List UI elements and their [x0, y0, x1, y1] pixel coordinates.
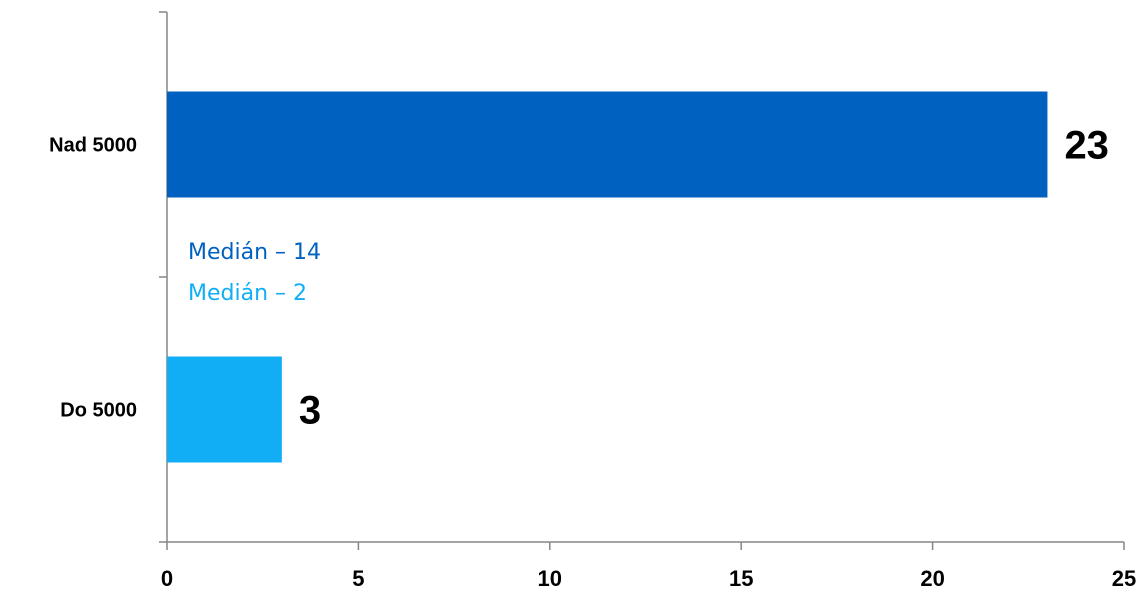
category-label: Nad 5000: [49, 135, 137, 157]
category-label: Do 5000: [60, 400, 137, 422]
axes: 0 5 10 15 20 25: [159, 11, 1136, 591]
median-annotation-nad-5000: Medián – 14: [188, 240, 321, 265]
bars: [167, 91, 1048, 463]
median-annotation-do-5000: Medián – 2: [188, 281, 308, 306]
x-tick-label: 20: [920, 566, 944, 591]
x-tick-label: 0: [161, 566, 173, 591]
data-label: 23: [1064, 124, 1109, 168]
bar-nad-5000: [167, 91, 1048, 198]
x-tick-label: 5: [352, 566, 364, 591]
bar-do-5000: [167, 356, 282, 463]
x-tick-label: 25: [1112, 566, 1136, 591]
x-tick-label: 15: [729, 566, 753, 591]
x-tick-label: 10: [538, 566, 562, 591]
data-label: 3: [299, 389, 321, 433]
labels: Do 5000 3 Nad 5000 23: [49, 124, 1109, 433]
